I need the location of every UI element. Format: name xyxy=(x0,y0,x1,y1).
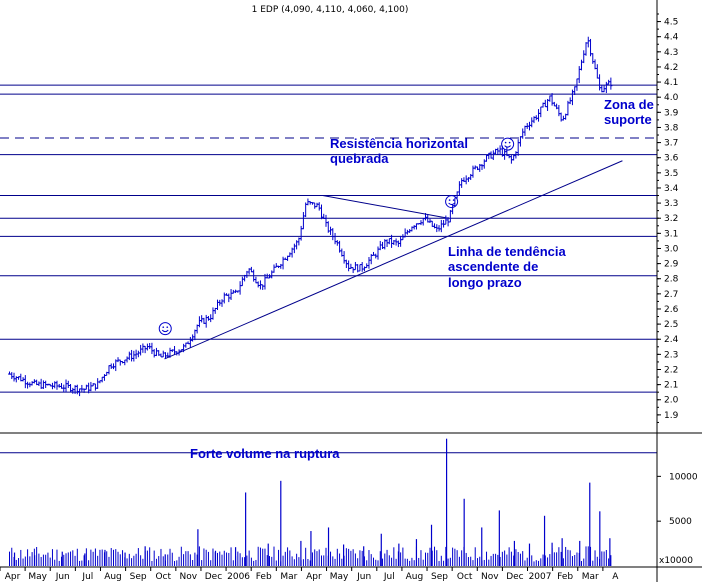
price-tick-label: 3.4 xyxy=(664,184,679,194)
month-tick-label: Aug xyxy=(104,572,122,582)
trendline-annotation-line2: ascendente de xyxy=(448,259,538,274)
month-tick-label: Dec xyxy=(506,572,523,582)
month-tick-label: Mar xyxy=(582,572,599,582)
smiley-mouth xyxy=(448,202,455,206)
price-tick-label: 2.6 xyxy=(664,305,679,315)
resistance-annotation-line2: quebrada xyxy=(330,151,389,166)
month-tick-label: May xyxy=(330,572,349,582)
resistance-annotation-line1: Resistência horizontal xyxy=(330,136,468,151)
price-tick-label: 4.2 xyxy=(664,63,678,73)
price-tick-label: 4.1 xyxy=(664,78,678,88)
month-tick-label: Jul xyxy=(81,572,93,582)
month-tick-label: Jul xyxy=(383,572,395,582)
month-tick-label: Nov xyxy=(481,572,499,582)
month-tick-label: Dec xyxy=(205,572,222,582)
price-tick-label: 3.1 xyxy=(664,229,678,239)
price-tick-label: 2.1 xyxy=(664,381,678,391)
smiley-mouth xyxy=(504,145,511,148)
price-tick-label: 4.3 xyxy=(664,48,678,58)
support-annotation-line2: suporte xyxy=(604,112,652,127)
month-tick-label: Sep xyxy=(130,572,147,582)
smiley-eye xyxy=(508,141,511,144)
trendline-annotation-line1: Linha de tendência xyxy=(448,244,567,259)
month-tick-label: Oct xyxy=(155,572,171,582)
price-tick-label: 3.9 xyxy=(664,108,679,118)
smiley-icon xyxy=(501,137,515,151)
price-tick-label: 4.0 xyxy=(664,93,679,103)
smiley-eye xyxy=(166,326,169,328)
month-tick-label: 2006 xyxy=(227,572,250,582)
smiley-eye xyxy=(162,326,165,328)
price-tick-label: 2.7 xyxy=(664,290,678,300)
price-tick-label: 2.0 xyxy=(664,396,679,406)
smiley-face xyxy=(501,137,515,151)
volume-tick-label: 5000 xyxy=(669,517,692,527)
price-tick-label: 2.2 xyxy=(664,365,678,375)
month-tick-label: Sep xyxy=(431,572,448,582)
smiley-eye xyxy=(448,199,451,201)
trendline-annotation-line3: longo prazo xyxy=(448,275,522,290)
month-tick-label: Feb xyxy=(557,572,573,582)
price-tick-label: 3.2 xyxy=(664,214,678,224)
smiley-eye xyxy=(452,199,455,201)
price-tick-label: 3.8 xyxy=(664,123,679,133)
month-tick-label: A xyxy=(612,572,619,582)
price-tick-label: 3.3 xyxy=(664,199,678,209)
price-tick-label: 2.3 xyxy=(664,350,678,360)
price-tick-label: 3.0 xyxy=(664,244,679,254)
smiley-face xyxy=(445,195,459,209)
volume-scale-label: x10000 xyxy=(659,556,693,566)
price-tick-label: 3.7 xyxy=(664,139,678,149)
price-tick-label: 3.5 xyxy=(664,169,678,179)
descending-trendline xyxy=(322,195,449,219)
volume-panel: 5000 10000 x10000 xyxy=(9,438,698,566)
price-tick-label: 2.4 xyxy=(664,335,679,345)
month-tick-label: 2007 xyxy=(529,572,552,582)
month-tick-label: Jun xyxy=(55,572,70,582)
month-tick-label: May xyxy=(28,572,47,582)
chart-title: 1 EDP (4,090, 4,110, 4,060, 4,100) xyxy=(252,5,409,15)
smiley-face xyxy=(158,322,172,336)
month-tick-label: Nov xyxy=(180,572,198,582)
month-tick-label: Apr xyxy=(306,572,322,582)
price-tick-label: 2.9 xyxy=(664,260,679,270)
price-tick-label: 4.4 xyxy=(664,33,679,43)
price-panel: 1.9 2.0 2.1 2.2 2.3 2.4 2.5 2.6 2.7 2.8 2.9 3.0 3.1 3… xyxy=(0,13,679,454)
price-tick-label: 2.8 xyxy=(664,275,679,285)
price-tick-label: 3.6 xyxy=(664,154,679,164)
volume-tick-label: 10000 xyxy=(669,472,698,482)
month-tick-label: Jun xyxy=(356,572,371,582)
smiley-icon xyxy=(158,322,172,336)
smiley-icon xyxy=(445,195,459,209)
time-axis: Apr May Jun Jul Aug Sep Oct Nov Dec 2006 Feb Mar Apr… xyxy=(0,567,619,582)
smiley-mouth xyxy=(161,329,169,333)
ascending-trendline xyxy=(164,160,623,360)
month-tick-label: Apr xyxy=(5,572,21,582)
smiley-eye xyxy=(504,141,507,144)
month-tick-label: Feb xyxy=(256,572,272,582)
month-tick-label: Aug xyxy=(406,572,424,582)
price-tick-label: 2.5 xyxy=(664,320,678,330)
volume-annotation: Forte volume na ruptura xyxy=(190,446,340,461)
price-tick-label: 4.5 xyxy=(664,18,678,28)
month-tick-label: Oct xyxy=(457,572,473,582)
month-tick-label: Mar xyxy=(280,572,297,582)
support-annotation-line1: Zona de xyxy=(604,97,654,112)
price-tick-label: 1.9 xyxy=(664,411,679,421)
